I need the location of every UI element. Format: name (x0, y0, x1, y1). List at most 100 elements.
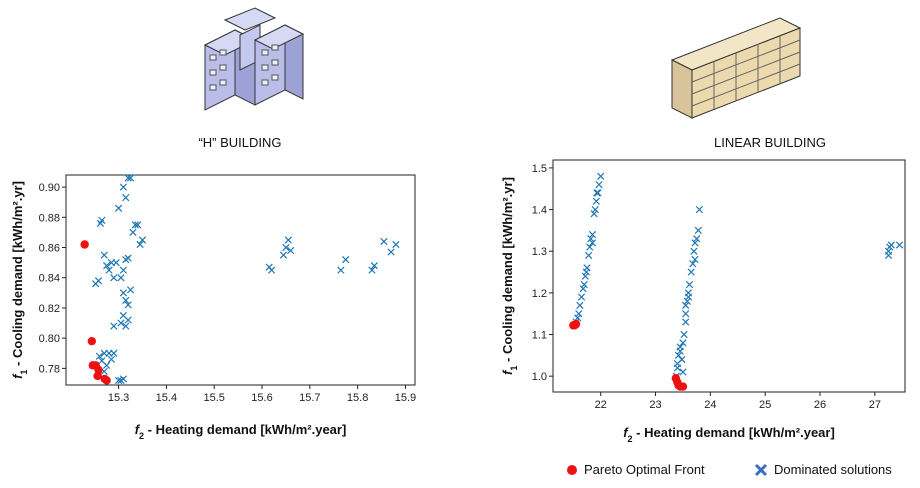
dominated-point (117, 319, 125, 327)
dominated-point (695, 205, 704, 214)
dominated-point (887, 241, 895, 249)
y-tick-label: 0.80 (39, 333, 60, 345)
dominated-point (682, 301, 690, 309)
dominated-point (131, 221, 139, 229)
dominated-point (585, 251, 593, 260)
dominated-point (95, 352, 104, 360)
dominated-point (380, 237, 388, 246)
x-axis-label-text: - Heating demand [kWh/m².year] (633, 425, 835, 440)
dominated-point (267, 266, 276, 274)
chart-title: “H” BUILDING (198, 135, 281, 150)
dominated-point (592, 197, 600, 205)
dominated-point (122, 255, 130, 264)
dominated-point (588, 230, 597, 239)
dominated-point (103, 361, 111, 369)
dominated-point (284, 236, 292, 244)
y-tick-label: 0.82 (39, 303, 60, 315)
dominated-point (126, 286, 135, 294)
pareto-point (102, 376, 111, 385)
dominated-point (586, 243, 594, 251)
dominated-point (112, 259, 120, 267)
h-building-illustration (203, 7, 305, 111)
dominated-point (683, 297, 691, 305)
dominated-point (110, 322, 118, 330)
dominated-point (103, 262, 111, 270)
y-axis-label-subscript: 1 (509, 366, 519, 371)
x-tick-label: 26 (814, 399, 826, 411)
dominated-point (597, 172, 605, 180)
dominated-point (114, 376, 123, 385)
dominated-point (370, 262, 378, 270)
y-tick-label: 0.86 (39, 243, 60, 255)
dominated-point (884, 247, 893, 255)
dominated-point (337, 266, 345, 274)
x-tick-label: 25 (759, 399, 771, 411)
dominated-point (689, 260, 697, 268)
legend-label: Pareto Optimal Front (584, 462, 705, 477)
dominated-point (674, 351, 683, 359)
chart: LINEAR BUILDING 22 23 24 25 26 27 1.0 1.1 1.2 1.3 1… (500, 135, 906, 444)
x-axis-label-subscript: 2 (628, 434, 633, 444)
x-axis-label-subscript: 2 (139, 431, 144, 441)
dominated-point (100, 251, 108, 259)
dominated-point (590, 210, 598, 218)
dominated-point (684, 293, 693, 301)
legend-marker (567, 465, 577, 475)
dominated-point (682, 310, 690, 318)
y-tick-label: 0.84 (39, 273, 60, 285)
y-axis-label: f1 - Cooling demand [kWh/m².yr] (10, 181, 29, 379)
dominated-point (687, 268, 695, 276)
dominated-point (680, 330, 688, 339)
chart: “H” BUILDING 15.3 15.4 15.5 15.6 15.7 15.8 15.9… (10, 135, 416, 441)
dominated-point (582, 268, 591, 276)
dominated-point (685, 280, 694, 289)
x-axis-label-symbol: f (135, 422, 141, 437)
dominated-point (119, 375, 127, 383)
y-tick-label: 0.78 (39, 363, 60, 375)
x-tick-label: 27 (869, 399, 881, 411)
x-tick-label: 15.9 (395, 392, 416, 404)
dominated-point (282, 243, 290, 252)
pareto-point (571, 319, 581, 329)
dominated-point (119, 183, 127, 191)
dominated-point (577, 293, 586, 301)
dominated-point (895, 241, 904, 249)
dominated-point (368, 266, 376, 274)
dominated-point (579, 285, 587, 293)
dominated-point (287, 246, 295, 255)
dominated-point (595, 180, 603, 189)
dominated-point (124, 174, 132, 182)
dominated-point (673, 360, 682, 368)
x-tick-label: 15.4 (156, 392, 177, 404)
dominated-point (591, 205, 599, 214)
x-axis-label: f2 - Heating demand [kWh/m².year] (135, 422, 347, 441)
x-tick-label: 15.8 (347, 392, 368, 404)
pareto-point (678, 382, 688, 391)
dominated-point (110, 274, 118, 282)
y-axis-label: f1 - Cooling demand [kWh/m².yr] (500, 177, 519, 375)
y-tick-label: 1.3 (532, 246, 547, 258)
y-axis-label-symbol: f (500, 369, 515, 375)
plot-frame (552, 159, 906, 393)
dominated-point (392, 240, 400, 249)
dominated-point (580, 280, 588, 289)
y-tick-label: 0.90 (39, 182, 60, 194)
dominated-point (136, 240, 144, 249)
pareto-point (87, 336, 97, 346)
dominated-point (682, 318, 690, 326)
dominated-point (119, 266, 127, 274)
y-axis-label-symbol: f (10, 373, 25, 379)
chart-title: LINEAR BUILDING (714, 135, 826, 150)
dominated-point (679, 368, 687, 376)
dominated-point (575, 310, 583, 318)
x-tick-label: 23 (649, 399, 661, 411)
dominated-point (98, 216, 106, 224)
dominated-point (676, 347, 684, 355)
plot-frame (65, 174, 416, 386)
linear-building-illustration (670, 17, 802, 119)
legend-marker (754, 463, 768, 477)
dominated-point (122, 322, 130, 330)
dominated-point (122, 194, 130, 202)
dominated-point (694, 226, 702, 235)
